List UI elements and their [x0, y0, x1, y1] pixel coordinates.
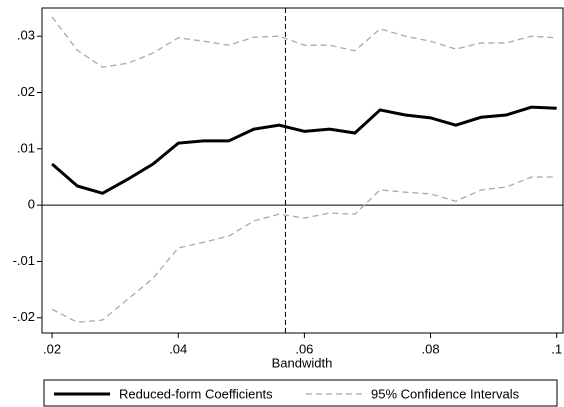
y-tick-label: .03	[17, 28, 35, 43]
x-tick-label: .04	[169, 341, 187, 356]
ci-upper-line	[51, 16, 557, 68]
coefficient-line	[51, 105, 557, 195]
legend-label: 95% Confidence Intervals	[371, 386, 520, 401]
ci-lower-line	[51, 176, 557, 323]
x-tick-label: .06	[295, 341, 313, 356]
y-tick-label: -.02	[13, 309, 35, 324]
x-tick-label: .08	[422, 341, 440, 356]
plot-frame	[41, 7, 564, 334]
y-tick-label: 0	[28, 197, 35, 212]
y-tick-label: -.01	[13, 253, 35, 268]
legend-label: Reduced-form Coefficients	[119, 386, 273, 401]
x-tick-label: .02	[43, 341, 61, 356]
y-tick-label: .02	[17, 84, 35, 99]
x-tick-label: .1	[551, 341, 562, 356]
legend-box	[43, 379, 558, 407]
x-axis-title: Bandwidth	[272, 355, 333, 370]
y-tick-label: .01	[17, 140, 35, 155]
